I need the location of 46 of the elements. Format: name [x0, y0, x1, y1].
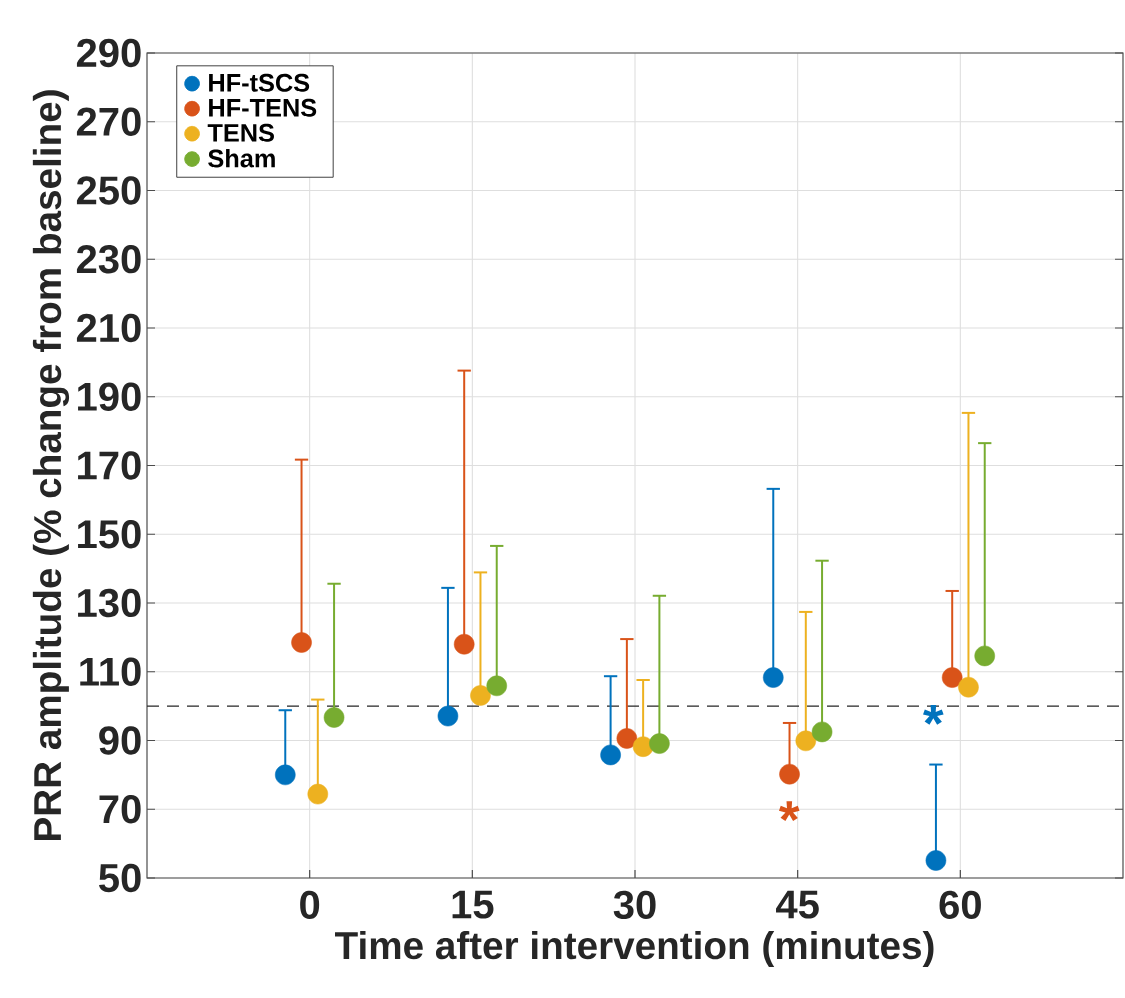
point	[941, 667, 963, 688]
y-tick-label: 130	[78, 588, 141, 618]
y-tick-label: 250	[76, 176, 141, 205]
y-tick-label: 190	[78, 382, 141, 411]
point	[486, 675, 507, 697]
x-tick-label: 15	[452, 890, 494, 919]
point	[649, 733, 670, 754]
legend-label: HF-tSCS	[209, 73, 310, 92]
point	[811, 721, 833, 743]
point	[437, 705, 459, 727]
legend-label: Sham	[208, 148, 275, 168]
legend-label: HF-TENS	[209, 98, 317, 117]
y-tick-label: 150	[78, 520, 141, 549]
y-tick-label: 70	[99, 795, 141, 824]
point	[779, 763, 800, 785]
x-tick-label: 60	[939, 890, 981, 920]
point	[275, 764, 296, 786]
x-tick-label: 0	[300, 890, 320, 920]
point	[323, 707, 345, 728]
annotation: *	[923, 704, 944, 725]
annotation: *	[778, 801, 800, 822]
point	[958, 676, 979, 698]
y-tick-label: 290	[76, 38, 141, 68]
point	[616, 728, 638, 749]
point	[453, 633, 475, 655]
y-axis-title: PRR amplitude (% change from baseline)	[32, 90, 70, 840]
x-axis-title: Time after intervention (minutes)	[335, 930, 934, 967]
y-tick-label: 230	[76, 245, 141, 274]
legend-label: TENS	[207, 123, 274, 142]
x-tick-label: 45	[776, 890, 819, 919]
point	[470, 685, 491, 706]
point	[795, 730, 817, 752]
point	[632, 736, 654, 757]
y-tick-label: 110	[80, 657, 141, 686]
point	[762, 667, 784, 688]
point	[925, 850, 947, 871]
point	[974, 645, 995, 667]
y-tick-label: 170	[78, 451, 141, 480]
point	[307, 783, 329, 805]
x-tick-label: 30	[613, 890, 656, 920]
y-tick-label: 90	[99, 726, 141, 755]
y-tick-label: 270	[76, 107, 141, 136]
y-tick-label: 50	[99, 863, 141, 893]
point	[291, 632, 312, 653]
y-tick-label: 210	[76, 313, 141, 343]
point	[600, 744, 621, 766]
